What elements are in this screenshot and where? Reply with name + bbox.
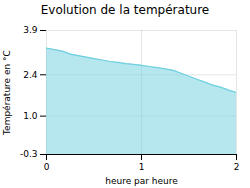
svg-text:2: 2 (234, 162, 240, 172)
svg-text:2.4: 2.4 (23, 70, 38, 80)
svg-text:1: 1 (139, 162, 145, 172)
svg-text:-0.3: -0.3 (20, 149, 38, 159)
svg-text:0: 0 (44, 162, 50, 172)
html-text:Evolution de la température: Evolution de la température (40, 3, 210, 17)
svg-text:Température en °C: Température en °C (2, 50, 12, 136)
svg-text:1.0: 1.0 (23, 111, 38, 121)
svg-text:3.9: 3.9 (23, 25, 38, 35)
svg-text:heure par heure: heure par heure (105, 176, 178, 186)
